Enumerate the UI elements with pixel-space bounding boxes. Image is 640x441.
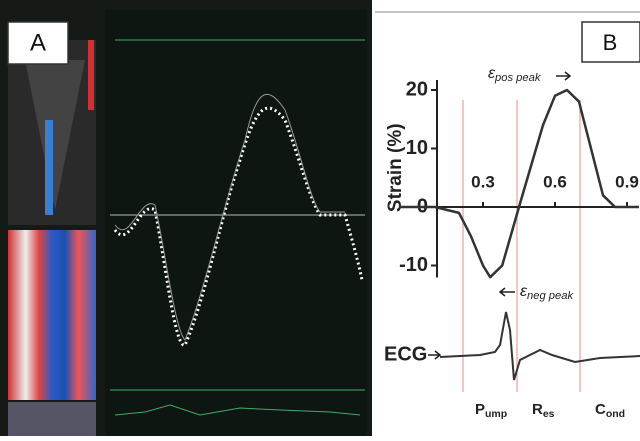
panel-label: A — [30, 29, 46, 56]
x-tick-label: 0.3 — [471, 172, 495, 191]
label-base: C — [595, 401, 606, 418]
y-tick-label: 10 — [406, 137, 428, 159]
label-sub: pos peak — [494, 72, 542, 84]
label-sub: ond — [606, 408, 625, 420]
x-tick-label: 0.6 — [543, 172, 567, 191]
peak-annotation: εneg peak — [520, 283, 574, 302]
arrow — [428, 351, 440, 359]
x-tick-label: 0.9 — [615, 172, 639, 191]
peak-annotation: εpos peak — [488, 65, 542, 84]
phase-label: Res — [532, 401, 555, 420]
panel-label: B — [603, 30, 618, 55]
label-sub: ump — [485, 408, 507, 420]
label-sub: neg peak — [527, 290, 574, 302]
phase-label: Pump — [475, 401, 507, 420]
arrow — [556, 72, 570, 80]
panel-b: B — [375, 12, 640, 392]
panel-a: A — [0, 0, 372, 436]
figure: A B 20100-100.30.60.9Strain (%)εpos peak… — [0, 0, 640, 436]
phase-label: Cond — [595, 401, 625, 420]
strain-line — [399, 90, 639, 277]
label-base: P — [475, 401, 485, 418]
label-sub: es — [543, 408, 555, 420]
arrow — [500, 288, 515, 296]
ecg-label: ECG — [384, 343, 427, 365]
page: {"panels": [{"label": "A"}, {"label": "B… — [0, 0, 640, 441]
y-tick-label: -10 — [399, 254, 428, 276]
y-tick-label: 20 — [406, 78, 428, 100]
label-base: R — [532, 401, 543, 418]
y-axis-label: Strain (%) — [385, 123, 406, 212]
